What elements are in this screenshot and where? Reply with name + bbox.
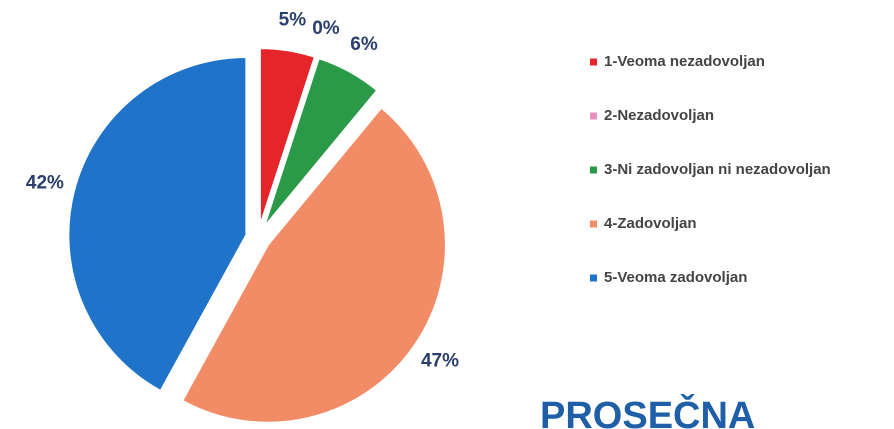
legend-swatch (590, 112, 597, 120)
legend-swatch (590, 274, 597, 282)
legend-label: 2-Nezadovoljan (604, 107, 714, 124)
legend-label: 1-Veoma nezadovoljan (604, 53, 765, 70)
data-label: 5% (279, 10, 307, 31)
data-label: 47% (421, 351, 459, 372)
pie-slice (260, 56, 318, 227)
data-label: 0% (312, 18, 340, 39)
pie-slice (258, 47, 317, 227)
pie-slice (262, 56, 379, 229)
legend-swatch (590, 220, 597, 228)
legend-swatch (590, 58, 597, 66)
data-label: 42% (26, 172, 64, 193)
legend-label: 4-Zadovoljan (604, 215, 697, 232)
pie-slice (67, 56, 248, 393)
data-label: 6% (350, 34, 378, 55)
legend-swatch (590, 166, 597, 174)
legend-label: 3-Ni zadovoljan ni nezadovoljan (604, 161, 831, 178)
legend-label: 5-Veoma zadovoljan (604, 269, 747, 286)
annotation: PROSEČNA (540, 392, 755, 429)
pie-slice (180, 106, 447, 424)
